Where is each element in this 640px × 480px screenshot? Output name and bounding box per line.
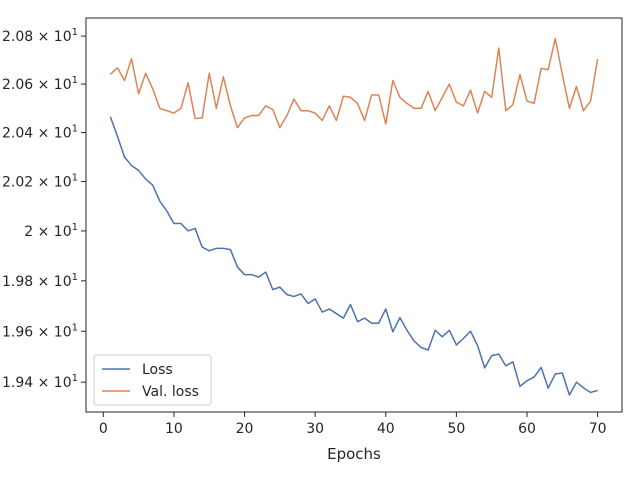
x-tick-label: 20 bbox=[236, 421, 254, 437]
x-tick-label: 50 bbox=[447, 421, 465, 437]
legend-label: Val. loss bbox=[142, 384, 199, 400]
legend-box bbox=[93, 354, 212, 406]
x-tick-label: 30 bbox=[306, 421, 324, 437]
y-tick-label: 2.08 × 101 bbox=[2, 27, 78, 45]
plot-frame bbox=[85, 17, 623, 413]
x-tick-label: 0 bbox=[99, 421, 108, 437]
legend: Loss Val. loss bbox=[93, 354, 212, 406]
x-axis-title: Epochs bbox=[327, 445, 381, 463]
series-line-val-loss bbox=[109, 37, 599, 129]
y-tick-label: 2.06 × 101 bbox=[2, 75, 78, 93]
y-tick-label: 2.02 × 101 bbox=[2, 172, 78, 190]
y-tick-label: 2.04 × 101 bbox=[2, 124, 78, 142]
plot-lines bbox=[109, 37, 599, 396]
y-tick-label: 1.94 × 101 bbox=[2, 373, 78, 391]
legend-label: Loss bbox=[142, 362, 173, 378]
y-tick-label: 1.98 × 101 bbox=[2, 272, 78, 290]
y-tick-label: 2 × 101 bbox=[24, 222, 78, 240]
series-line-loss bbox=[109, 116, 598, 396]
x-tick-label: 70 bbox=[589, 421, 607, 437]
y-tick-label: 1.96 × 101 bbox=[2, 322, 78, 340]
y-axis: 1.94 × 101 1.96 × 101 1.98 × 101 2 × 101 2.0… bbox=[2, 27, 86, 391]
x-tick-label: 10 bbox=[165, 421, 183, 437]
x-tick-label: 60 bbox=[518, 421, 536, 437]
x-tick-label: 40 bbox=[377, 421, 395, 437]
x-axis: 0 10 20 30 40 50 60 70 bbox=[99, 412, 607, 437]
